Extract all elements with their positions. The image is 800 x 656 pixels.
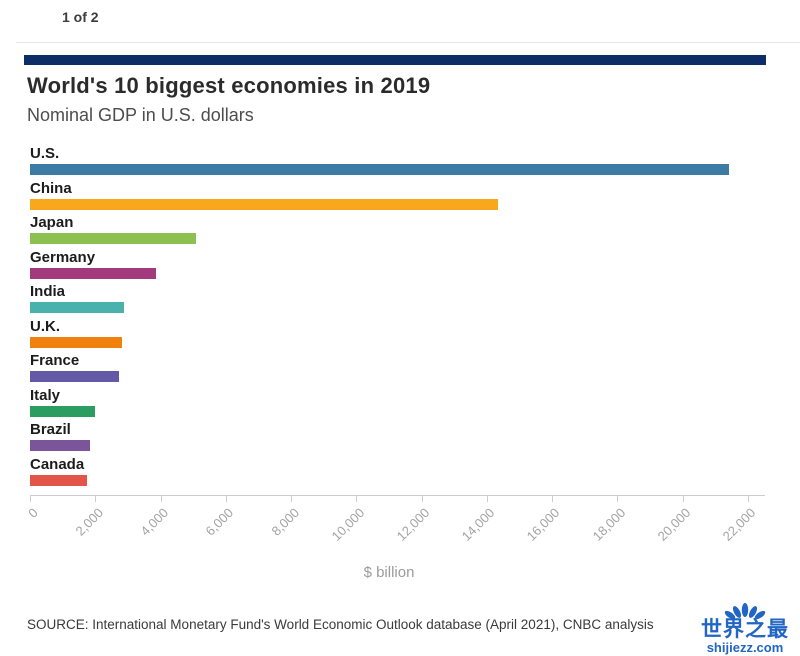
- axis-tick-label: 14,000: [458, 505, 498, 544]
- axis-line: [30, 495, 765, 496]
- bar-row: U.S.: [30, 144, 765, 179]
- axis-tick-mark: [748, 495, 749, 502]
- axis-tick-label: 22,000: [719, 505, 759, 544]
- peacock-feathers: [724, 603, 766, 620]
- axis-tick-mark: [682, 495, 684, 502]
- country-label: France: [30, 352, 80, 369]
- gdp-bar-canada: [30, 474, 87, 486]
- divider-line: [16, 42, 800, 43]
- x-axis-label: $ billion: [363, 564, 415, 581]
- source-note: SOURCE: International Monetary Fund's Wo…: [27, 617, 654, 632]
- gdp-bar-china: [30, 198, 498, 210]
- bar-row: Germany: [30, 248, 765, 283]
- axis-tick-mark: [160, 495, 162, 502]
- gdp-bar-india: [30, 302, 124, 313]
- axis-tick-mark: [30, 495, 31, 502]
- country-label: Japan: [30, 214, 74, 231]
- axis-tick-label: 8,000: [268, 505, 302, 539]
- axis-tick-label: 4,000: [137, 505, 172, 539]
- axis-tick-label: 2,000: [72, 505, 106, 539]
- gdp-bar-germany: [30, 267, 156, 279]
- country-label: Italy: [30, 386, 61, 404]
- gdp-bar-italy: [30, 405, 96, 417]
- axis-tick-label: 20,000: [654, 505, 694, 544]
- axis-tick-mark: [617, 495, 619, 502]
- axis-tick-mark: [552, 495, 554, 502]
- accent-bar: [24, 55, 766, 65]
- country-label: Canada: [30, 455, 85, 473]
- chart-subtitle: Nominal GDP in U.S. dollars: [27, 105, 254, 125]
- x-axis: 0 2,000 4,000 6,000 8,000 10,000 12,000 14,000 1…: [25, 495, 765, 555]
- gdp-bar-uk: [30, 336, 123, 348]
- watermark-text-url: shijiezz.com: [706, 640, 784, 655]
- pagination-indicator: 1 of 2: [62, 9, 99, 25]
- country-label: India: [30, 283, 66, 300]
- bar-row: Brazil: [30, 420, 765, 455]
- watermark: 世界之最 shijiezz.com: [692, 602, 798, 654]
- axis-tick-mark: [225, 495, 227, 502]
- peacock-icon: [724, 603, 766, 620]
- axis-tick-label: 6,000: [202, 505, 237, 539]
- country-label: China: [30, 179, 72, 197]
- axis-tick-mark: [486, 495, 488, 502]
- axis-tick-label: 10,000: [328, 505, 367, 544]
- bar-rows: U.S. China Japan Germany India U.K. France Ital…: [30, 144, 765, 489]
- bar-row: India: [30, 282, 765, 317]
- bar-row: China: [30, 179, 765, 214]
- axis-tick-mark: [95, 495, 97, 502]
- country-label: U.S.: [30, 145, 60, 162]
- axis-tick-label: 16,000: [524, 505, 563, 544]
- gdp-bar-japan: [30, 233, 196, 244]
- country-label: U.K.: [30, 317, 60, 335]
- axis-tick-mark: [291, 495, 293, 502]
- bar-row: Italy: [30, 386, 765, 421]
- bar-row: Japan: [30, 213, 765, 248]
- axis-tick-label: 0: [24, 505, 41, 521]
- gdp-bar-france: [30, 371, 119, 382]
- bar-row: France: [30, 351, 765, 386]
- gdp-bar-us: [30, 164, 730, 175]
- axis-tick-mark: [356, 495, 358, 502]
- country-label: Brazil: [30, 421, 71, 438]
- axis-tick-label: 12,000: [393, 505, 433, 544]
- gdp-bar-brazil: [30, 440, 91, 451]
- watermark-text-cn: 世界之最: [701, 618, 789, 641]
- axis-tick-label: 18,000: [589, 505, 629, 544]
- country-label: Germany: [30, 248, 96, 266]
- axis-tick-mark: [421, 495, 423, 502]
- bar-row: Canada: [30, 455, 765, 490]
- chart-title: World's 10 biggest economies in 2019: [27, 73, 431, 98]
- bar-row: U.K.: [30, 317, 765, 352]
